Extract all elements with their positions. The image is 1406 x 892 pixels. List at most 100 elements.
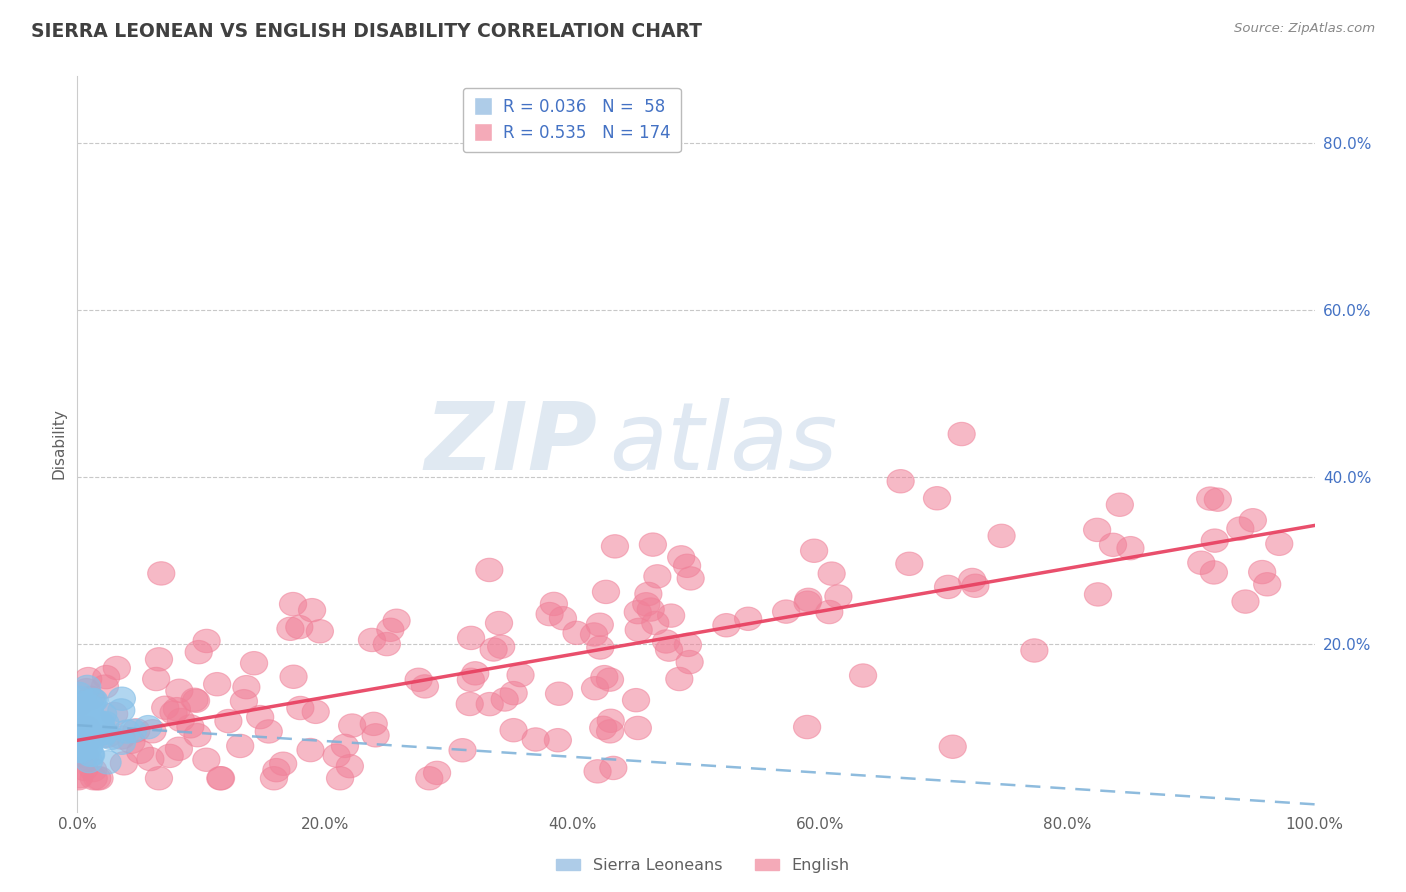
Ellipse shape (77, 743, 104, 766)
Ellipse shape (298, 599, 326, 622)
Ellipse shape (91, 675, 118, 698)
Ellipse shape (479, 638, 508, 661)
Ellipse shape (76, 695, 104, 718)
Ellipse shape (193, 629, 221, 653)
Ellipse shape (1188, 551, 1215, 574)
Ellipse shape (924, 486, 950, 510)
Ellipse shape (91, 711, 120, 735)
Ellipse shape (80, 689, 107, 712)
Ellipse shape (377, 618, 404, 641)
Ellipse shape (114, 720, 141, 743)
Ellipse shape (1084, 582, 1112, 607)
Ellipse shape (90, 702, 117, 726)
Ellipse shape (536, 602, 564, 626)
Ellipse shape (118, 730, 145, 754)
Ellipse shape (583, 760, 612, 783)
Ellipse shape (633, 592, 659, 616)
Ellipse shape (108, 726, 135, 749)
Ellipse shape (65, 743, 93, 766)
Ellipse shape (181, 688, 208, 712)
Ellipse shape (641, 611, 669, 635)
Ellipse shape (204, 673, 231, 696)
Ellipse shape (624, 600, 651, 624)
Ellipse shape (1226, 516, 1254, 541)
Ellipse shape (108, 687, 135, 710)
Ellipse shape (658, 604, 685, 627)
Ellipse shape (246, 706, 274, 729)
Ellipse shape (336, 755, 364, 778)
Ellipse shape (65, 728, 93, 751)
Ellipse shape (65, 739, 93, 762)
Ellipse shape (277, 617, 304, 640)
Ellipse shape (1201, 561, 1227, 584)
Ellipse shape (233, 675, 260, 699)
Ellipse shape (332, 734, 359, 757)
Ellipse shape (240, 651, 267, 675)
Ellipse shape (668, 546, 695, 569)
Ellipse shape (77, 686, 104, 710)
Ellipse shape (772, 600, 800, 624)
Ellipse shape (596, 720, 624, 743)
Ellipse shape (449, 739, 477, 762)
Ellipse shape (94, 724, 121, 747)
Ellipse shape (208, 766, 235, 790)
Ellipse shape (522, 728, 550, 751)
Ellipse shape (101, 702, 128, 726)
Ellipse shape (540, 592, 568, 615)
Ellipse shape (65, 708, 93, 731)
Ellipse shape (302, 700, 329, 723)
Ellipse shape (713, 614, 740, 637)
Ellipse shape (1197, 487, 1223, 510)
Ellipse shape (592, 580, 620, 604)
Ellipse shape (79, 723, 105, 746)
Ellipse shape (825, 585, 852, 608)
Ellipse shape (1099, 533, 1126, 557)
Ellipse shape (634, 582, 662, 606)
Ellipse shape (135, 715, 162, 739)
Ellipse shape (67, 739, 96, 763)
Ellipse shape (73, 716, 100, 739)
Ellipse shape (623, 689, 650, 712)
Text: Source: ZipAtlas.com: Source: ZipAtlas.com (1234, 22, 1375, 36)
Ellipse shape (110, 752, 138, 775)
Ellipse shape (184, 723, 211, 747)
Ellipse shape (80, 766, 107, 790)
Ellipse shape (652, 630, 679, 653)
Ellipse shape (581, 623, 607, 646)
Ellipse shape (461, 662, 489, 685)
Ellipse shape (1084, 518, 1111, 541)
Ellipse shape (896, 552, 922, 575)
Ellipse shape (359, 628, 385, 652)
Ellipse shape (815, 600, 844, 624)
Ellipse shape (66, 721, 94, 745)
Ellipse shape (501, 718, 527, 742)
Ellipse shape (326, 766, 354, 790)
Ellipse shape (280, 665, 307, 689)
Ellipse shape (79, 690, 105, 714)
Ellipse shape (75, 736, 103, 759)
Ellipse shape (1254, 573, 1281, 596)
Ellipse shape (108, 731, 135, 755)
Ellipse shape (75, 706, 103, 730)
Ellipse shape (83, 766, 111, 790)
Ellipse shape (1239, 508, 1267, 532)
Ellipse shape (122, 719, 150, 742)
Ellipse shape (586, 636, 614, 659)
Ellipse shape (488, 635, 515, 658)
Ellipse shape (186, 640, 212, 664)
Ellipse shape (260, 766, 288, 790)
Ellipse shape (550, 607, 576, 630)
Ellipse shape (70, 693, 98, 716)
Ellipse shape (67, 723, 94, 747)
Ellipse shape (103, 657, 131, 680)
Ellipse shape (66, 691, 93, 714)
Ellipse shape (76, 700, 104, 723)
Ellipse shape (270, 752, 297, 775)
Ellipse shape (491, 688, 519, 711)
Ellipse shape (69, 715, 96, 739)
Ellipse shape (152, 696, 179, 720)
Ellipse shape (959, 568, 986, 591)
Ellipse shape (84, 723, 112, 747)
Ellipse shape (457, 626, 485, 649)
Ellipse shape (75, 714, 101, 739)
